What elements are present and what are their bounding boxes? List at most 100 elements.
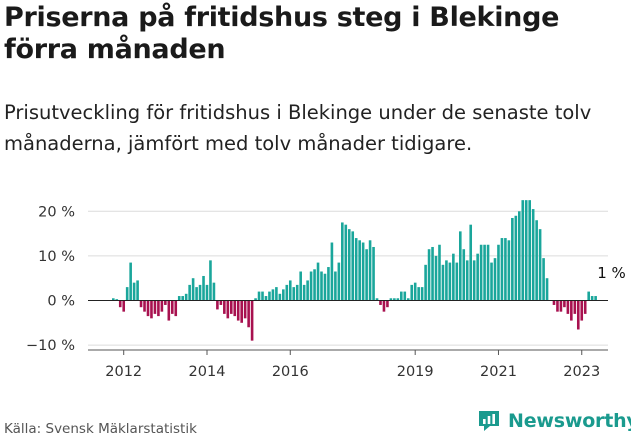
bar	[587, 291, 590, 301]
bar	[216, 300, 219, 310]
bar	[462, 249, 466, 301]
bar	[219, 300, 223, 305]
bar	[250, 300, 254, 341]
bar	[486, 244, 490, 301]
bar	[347, 229, 351, 301]
bar	[209, 260, 212, 301]
bar	[368, 240, 372, 301]
bar	[400, 291, 403, 301]
bar	[181, 296, 184, 301]
bar	[160, 300, 164, 312]
bar	[455, 262, 459, 301]
bar	[594, 296, 597, 301]
bar	[334, 271, 337, 301]
y-axis-labels: 20 % 10 % 0 % −10 %	[26, 204, 75, 354]
bar-chart: 20 % 10 % 0 % −10 % 2012 2014 2016 2019 2021 202…	[26, 200, 626, 380]
bar	[417, 287, 420, 301]
bar	[511, 217, 514, 301]
bar	[229, 300, 233, 314]
bar	[472, 260, 476, 301]
bar	[240, 300, 243, 323]
bar	[490, 262, 493, 301]
bar	[184, 293, 188, 301]
bar	[542, 258, 545, 301]
bar	[118, 300, 122, 308]
bar	[115, 299, 119, 301]
bar	[427, 249, 431, 301]
bar	[556, 300, 559, 312]
bar	[292, 287, 296, 301]
bar	[295, 284, 299, 301]
bar	[382, 300, 386, 312]
bar	[157, 300, 160, 317]
bar	[306, 280, 309, 301]
bar	[125, 287, 129, 301]
bar	[524, 200, 528, 301]
bar	[268, 291, 271, 301]
bar	[507, 240, 511, 301]
brand-name: Newsworthy	[508, 410, 631, 432]
bar	[448, 262, 452, 301]
bar	[302, 284, 306, 301]
bar	[573, 300, 577, 314]
bar	[590, 296, 594, 301]
brand-logo[interactable]: Newsworthy	[476, 408, 631, 434]
bar	[351, 231, 355, 301]
x-tick-label: 2012	[105, 364, 142, 380]
y-tick-label: 0 %	[47, 294, 75, 310]
bar	[361, 242, 365, 301]
bar	[504, 238, 507, 301]
chart-title: Priserna på fritidshus steg i Blekinge f…	[4, 2, 560, 65]
x-axis-labels: 2012 2014 2016 2019 2021 2023	[105, 364, 600, 380]
bar	[483, 244, 486, 301]
bar	[354, 238, 358, 301]
bar	[375, 298, 379, 301]
bar	[514, 215, 518, 301]
bar	[441, 264, 445, 301]
bar	[327, 267, 330, 301]
bar	[136, 280, 139, 301]
bar	[570, 300, 573, 321]
bar	[170, 300, 174, 314]
bar	[559, 300, 563, 312]
x-tick-label: 2019	[397, 364, 434, 380]
bar	[365, 249, 368, 301]
bar	[167, 300, 171, 321]
x-tick-label: 2023	[563, 364, 600, 380]
bar	[195, 287, 198, 301]
bar	[535, 220, 538, 301]
bar	[420, 287, 424, 301]
bar	[150, 300, 153, 319]
bar	[452, 253, 455, 301]
bar	[243, 300, 247, 319]
x-axis	[88, 300, 608, 355]
bar	[323, 273, 327, 301]
annotations: 1 %	[597, 264, 626, 282]
bar	[531, 209, 535, 301]
bar	[479, 244, 483, 301]
bar	[413, 282, 417, 301]
bar	[198, 284, 202, 301]
latest-value-annotation: 1 %	[597, 264, 626, 282]
bar	[545, 278, 549, 301]
bar	[139, 300, 143, 308]
bar	[177, 296, 181, 301]
bar	[212, 282, 216, 301]
bar	[528, 200, 531, 301]
bar	[282, 289, 285, 301]
bar	[538, 229, 542, 301]
bar	[337, 262, 341, 301]
bar	[299, 271, 302, 301]
bar	[112, 298, 115, 301]
bar	[233, 300, 237, 317]
bar	[379, 300, 382, 305]
bar	[164, 300, 167, 305]
bar	[344, 224, 348, 301]
bar	[143, 300, 146, 312]
bar	[309, 271, 313, 301]
bar	[122, 300, 126, 312]
bar	[583, 300, 587, 314]
bar	[358, 240, 361, 301]
bar	[341, 222, 344, 301]
y-tick-label: 20 %	[38, 204, 75, 220]
